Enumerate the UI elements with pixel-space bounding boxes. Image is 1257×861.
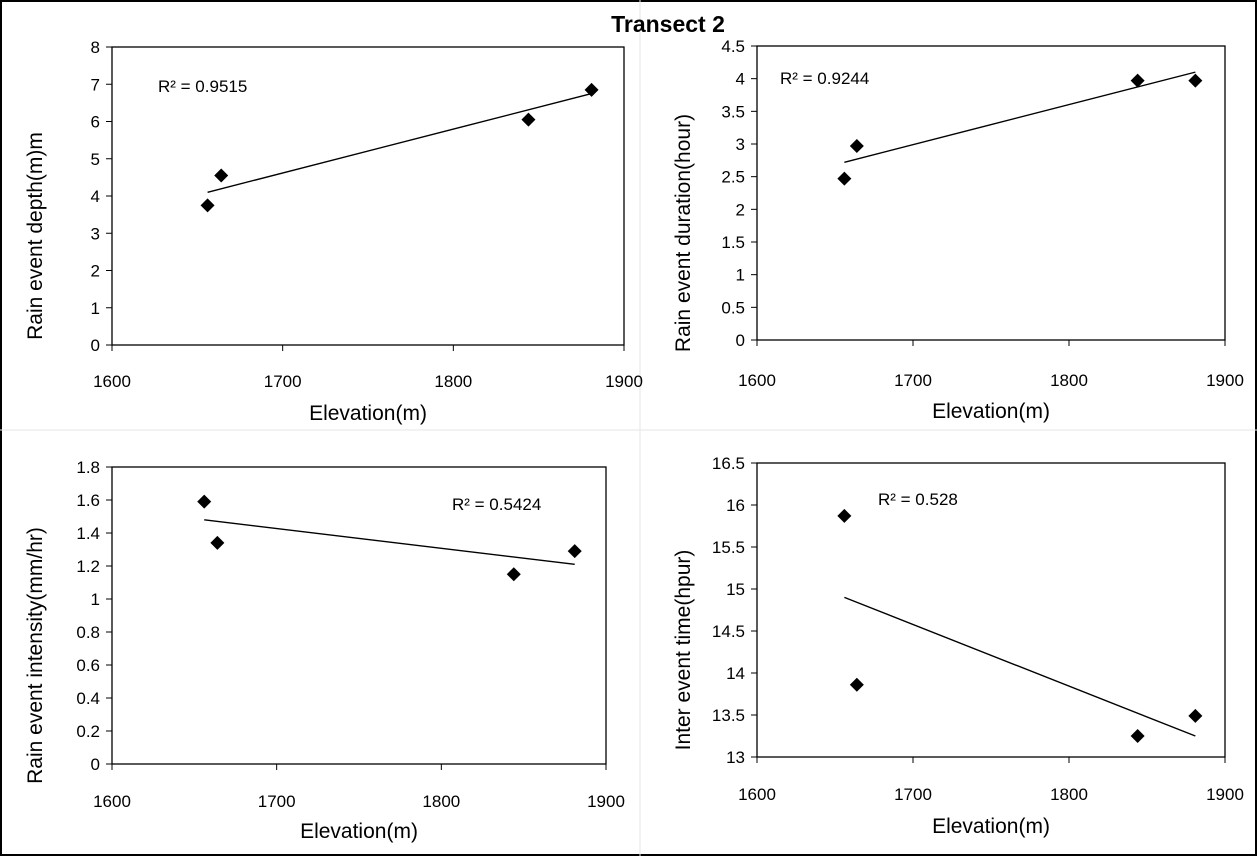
x-tick-label: 1800 — [422, 792, 460, 811]
y-tick-label: 1.8 — [76, 458, 100, 477]
x-tick-label: 1900 — [587, 792, 625, 811]
plot-area — [111, 46, 625, 346]
data-point — [506, 567, 521, 582]
y-tick-label: 0.8 — [76, 623, 100, 642]
data-point — [1130, 729, 1145, 743]
trendline — [844, 71, 1196, 163]
data-point — [1188, 73, 1203, 88]
x-tick-label: 1700 — [894, 371, 932, 390]
y-tick-label: 3 — [736, 135, 745, 154]
x-axis-title: Elevation(m) — [932, 400, 1050, 423]
x-axis-title: Elevation(m) — [300, 820, 418, 843]
x-tick-label: 1900 — [1206, 785, 1244, 804]
x-tick-label: 1800 — [1050, 371, 1088, 390]
y-axis-title: Inter event time(hpur) — [672, 550, 695, 751]
charts-group: 1600 1700 1800 1900012345678Elevation(m)Rai… — [24, 37, 1244, 843]
x-tick-label: 1600 — [738, 785, 776, 804]
data-point — [197, 494, 212, 509]
data-point — [837, 171, 852, 186]
y-axis-title: Rain event intensity(mm/hr) — [24, 527, 47, 784]
r-squared-label: R² = 0.9244 — [780, 69, 869, 88]
y-tick-label: 2 — [736, 200, 745, 219]
data-point — [1130, 73, 1145, 88]
chart-panel-2: 1600 1700 1800 1900 0 0.5 1 1.5 2 2.5 3 3.5 4 4.5 Elev… — [672, 37, 1244, 423]
plot-area — [111, 466, 607, 765]
y-tick-label: 15.5 — [712, 538, 745, 557]
data-point — [214, 168, 229, 183]
chart-panel-1: 1600 1700 1800 1900 0 1 2 3 4 5 6 7 8 Elevation(m) Rai… — [24, 38, 643, 425]
y-tick-label: 0.4 — [76, 689, 100, 708]
y-tick-label: 15 — [726, 580, 745, 599]
x-tick-label: 1900 — [1206, 371, 1244, 390]
y-tick-label: 16.5 — [712, 454, 745, 473]
y-tick-label: 14 — [726, 664, 745, 683]
trendline — [204, 519, 575, 566]
y-tick-label: 7 — [91, 75, 100, 94]
x-axis-title: Elevation(m) — [932, 815, 1050, 838]
x-tick-label: 1700 — [258, 792, 296, 811]
trendline — [207, 92, 592, 193]
y-tick-label: 6 — [91, 113, 100, 132]
y-tick-label: 4 — [736, 70, 745, 89]
x-tick-label: 1700 — [264, 372, 302, 391]
y-axis-title: Rain event duration(hour) — [672, 114, 695, 352]
y-tick-label: 1.2 — [76, 557, 100, 576]
chart-panel-4: 1600 1700 1800 1900 13 13.5 14 14.5 15 15.5 16 16.5… — [672, 454, 1244, 838]
y-tick-label: 16 — [726, 496, 745, 515]
y-tick-label: 13 — [726, 748, 745, 767]
plot-area — [756, 462, 1226, 758]
chart-panel-3: 1600 1700 1800 1900 0 0.2 0.4 0.6 0.8 1 1.2 1.4 1.6 1… — [24, 458, 625, 843]
y-tick-label: 2 — [91, 262, 100, 281]
y-tick-label: 0.2 — [76, 722, 100, 741]
data-point — [521, 112, 536, 127]
r-squared-label: R² = 0.9515 — [158, 77, 247, 96]
y-tick-label: 1 — [736, 266, 745, 285]
y-tick-label: 3.5 — [721, 102, 745, 121]
y-tick-label: 0 — [91, 755, 100, 774]
y-tick-label: 4 — [91, 187, 100, 206]
data-point — [200, 198, 215, 213]
y-tick-label: 1.4 — [76, 524, 100, 543]
x-tick-label: 1900 — [605, 372, 643, 391]
y-tick-label: 5 — [91, 150, 100, 169]
plot-area — [756, 45, 1226, 341]
y-tick-label: 0.6 — [76, 656, 100, 675]
x-tick-label: 1700 — [894, 785, 932, 804]
y-tick-label: 8 — [91, 38, 100, 57]
data-point — [567, 544, 582, 559]
data-point — [849, 138, 864, 153]
x-tick-label: 1800 — [1050, 785, 1088, 804]
r-squared-label: R² = 0.5424 — [452, 495, 541, 514]
y-tick-label: 1 — [91, 590, 100, 609]
y-tick-label: 14.5 — [712, 622, 745, 641]
x-tick-label: 1600 — [738, 371, 776, 390]
y-tick-label: 1 — [91, 299, 100, 318]
x-axis-title: Elevation(m) — [309, 402, 427, 425]
y-tick-label: 3 — [91, 224, 100, 243]
data-point — [210, 535, 225, 550]
r-squared-label: R² = 0.528 — [878, 490, 958, 509]
figure-title: Transect 2 — [611, 11, 725, 37]
data-point — [837, 508, 852, 523]
data-point — [1188, 708, 1203, 723]
y-tick-label: 2.5 — [721, 168, 745, 187]
y-tick-label: 1.5 — [721, 233, 745, 252]
x-tick-label: 1800 — [434, 372, 472, 391]
y-axis-title: Rain event depth(m)m — [24, 132, 47, 340]
x-tick-label: 1600 — [93, 792, 131, 811]
y-tick-label: 0.5 — [721, 298, 745, 317]
trendline — [844, 596, 1196, 737]
y-tick-label: 1.6 — [76, 491, 100, 510]
y-tick-label: 0 — [91, 336, 100, 355]
x-tick-label: 1600 — [93, 372, 131, 391]
y-tick-label: 13.5 — [712, 706, 745, 725]
data-point — [584, 82, 599, 97]
y-tick-label: 4.5 — [721, 37, 745, 56]
y-tick-label: 0 — [736, 331, 745, 350]
data-point — [849, 677, 864, 692]
